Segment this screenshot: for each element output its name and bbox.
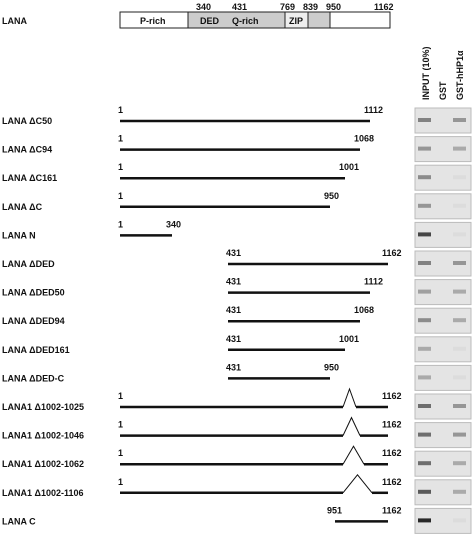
start-label: 431 [226, 248, 241, 258]
end-label: 1001 [339, 334, 359, 344]
construct-name: LANA ΔDED161 [2, 345, 70, 355]
domain-label: ZIP [289, 16, 303, 26]
end-label: 1068 [354, 305, 374, 315]
start-label: 1 [118, 448, 123, 458]
gel-band [453, 404, 466, 408]
start-label: 431 [226, 362, 241, 372]
construct-name: LANA ΔDED94 [2, 316, 65, 326]
gel-band [453, 518, 466, 523]
end-label: 1162 [382, 477, 402, 487]
construct-name: LANA N [2, 230, 36, 240]
position-label: 431 [232, 2, 247, 12]
deletion-gap [342, 445, 365, 465]
gel-band [418, 461, 431, 466]
map-title: LANA [2, 16, 27, 26]
gel-band [453, 261, 466, 265]
domain-box [307, 11, 331, 29]
construct-name: LANA ΔDED-C [2, 373, 65, 383]
end-label: 1162 [382, 391, 402, 401]
gel-band [418, 203, 431, 208]
construct-name: LANA1 Δ1002-1046 [2, 431, 84, 441]
position-label: 1162 [374, 2, 394, 12]
gel-band [453, 375, 466, 380]
gel-band [453, 232, 466, 237]
gel-band [453, 346, 466, 351]
start-label: 1 [118, 477, 123, 487]
construct-name: LANA1 Δ1002-1025 [2, 402, 84, 412]
gel-band [453, 289, 466, 294]
end-label: 950 [324, 362, 339, 372]
gel-band [418, 518, 431, 523]
gel-band [453, 318, 466, 323]
gel-band [453, 146, 466, 151]
gel-band [453, 118, 466, 122]
gel-band [418, 318, 431, 323]
construct-name: LANA C [2, 516, 36, 526]
deletion-gap [342, 387, 357, 408]
gel-band [418, 289, 431, 294]
gel-band [418, 175, 431, 180]
domain-label: DED [200, 16, 220, 26]
deletion-gap [342, 416, 361, 436]
gel-band [418, 261, 431, 265]
gel-band [418, 375, 431, 380]
gel-band [418, 404, 431, 408]
construct-name: LANA ΔC [2, 202, 43, 212]
gel-band [453, 175, 466, 180]
start-label: 1 [118, 219, 123, 229]
end-label: 1162 [382, 505, 402, 515]
end-label: 1001 [339, 162, 359, 172]
position-label: 340 [196, 2, 211, 12]
construct-name: LANA ΔC161 [2, 173, 57, 183]
start-label: 431 [226, 305, 241, 315]
position-label: 839 [303, 2, 318, 12]
end-label: 950 [324, 191, 339, 201]
gel-band [453, 489, 466, 494]
end-label: 1068 [354, 134, 374, 144]
gel-band [453, 432, 466, 437]
gel-band [418, 489, 431, 494]
gel-band [418, 432, 431, 437]
position-label: 950 [326, 2, 341, 12]
gel-band [453, 461, 466, 466]
gel-band [418, 346, 431, 351]
gel-band [418, 146, 431, 151]
start-label: 1 [118, 105, 123, 115]
gel-band [418, 232, 431, 237]
gel-band [453, 203, 466, 208]
start-label: 1 [118, 420, 123, 430]
start-label: 951 [327, 505, 342, 515]
end-label: 1162 [382, 420, 402, 430]
deletion-gap [342, 474, 373, 494]
end-label: 1112 [364, 105, 383, 115]
gel-header: GST-hHP1α [455, 50, 465, 100]
end-label: 1112 [364, 277, 383, 287]
end-label: 340 [166, 219, 181, 229]
construct-name: LANA ΔDED [2, 259, 55, 269]
start-label: 1 [118, 134, 123, 144]
start-label: 1 [118, 391, 123, 401]
end-label: 1162 [382, 448, 402, 458]
start-label: 1 [118, 191, 123, 201]
end-label: 1162 [382, 248, 402, 258]
position-label: 769 [280, 2, 295, 12]
domain-label: Q-rich [232, 16, 259, 26]
gel-header: INPUT (10%) [421, 46, 431, 100]
start-label: 431 [226, 277, 241, 287]
start-label: 431 [226, 334, 241, 344]
gel-band [418, 118, 431, 122]
construct-name: LANA1 Δ1002-1062 [2, 459, 84, 469]
gel-header: GST [438, 81, 448, 100]
start-label: 1 [118, 162, 123, 172]
construct-name: LANA ΔDED50 [2, 288, 65, 298]
construct-name: LANA1 Δ1002-1106 [2, 488, 84, 498]
construct-name: LANA ΔC50 [2, 116, 52, 126]
construct-name: LANA ΔC94 [2, 145, 52, 155]
domain-label: P-rich [140, 16, 166, 26]
